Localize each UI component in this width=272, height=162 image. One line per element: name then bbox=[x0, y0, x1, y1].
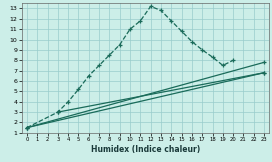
X-axis label: Humidex (Indice chaleur): Humidex (Indice chaleur) bbox=[91, 145, 200, 154]
